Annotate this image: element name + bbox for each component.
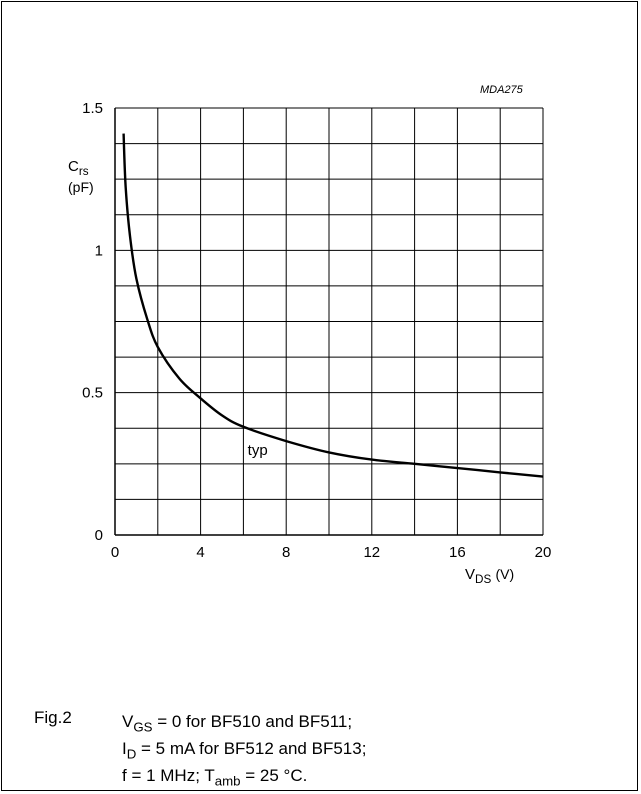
x-tick-label: 20 [535, 544, 552, 561]
y-tick-label: 1.5 [82, 100, 103, 117]
figure-caption: VGS = 0 for BF510 and BF511; ID = 5 mA f… [122, 708, 366, 789]
x-tick-label: 8 [282, 544, 290, 561]
curve-annotation: typ [248, 442, 268, 459]
y-tick-label: 0 [95, 527, 103, 544]
caption-line: VGS = 0 for BF510 and BF511; [122, 712, 353, 735]
figure-reference: MDA275 [480, 84, 523, 96]
y-tick-label: 1 [95, 242, 103, 259]
x-axis-title: VDS (V) [465, 566, 515, 587]
x-tick-label: 12 [363, 544, 380, 561]
caption-line: ID = 5 mA for BF512 and BF513; [122, 739, 367, 762]
x-tick-label: 0 [111, 544, 119, 561]
caption-line: f = 1 MHz; Tamb = 25 °C. [122, 766, 308, 789]
x-tick-label: 16 [449, 544, 466, 561]
series-line [122, 133, 544, 478]
x-axis-unit: (V) [495, 566, 515, 582]
chart-grid [114, 107, 544, 536]
figure-label: Fig.2 [34, 708, 72, 727]
y-axis-unit: (pF) [68, 179, 94, 195]
y-tick-label: 0.5 [82, 385, 103, 402]
x-tick-label: 4 [196, 544, 204, 561]
tick-labels: 0 4 8 12 16 20 0 0.5 1 1.5 [82, 100, 551, 561]
y-axis-title: Crs (pF) [68, 158, 94, 195]
